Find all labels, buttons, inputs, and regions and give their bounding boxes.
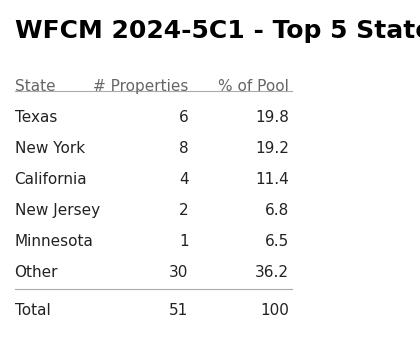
Text: 51: 51 (169, 303, 189, 318)
Text: California: California (15, 172, 87, 187)
Text: 6.5: 6.5 (265, 234, 289, 249)
Text: New York: New York (15, 141, 85, 156)
Text: 6.8: 6.8 (265, 203, 289, 218)
Text: % of Pool: % of Pool (218, 79, 289, 94)
Text: 8: 8 (179, 141, 189, 156)
Text: 19.2: 19.2 (255, 141, 289, 156)
Text: New Jersey: New Jersey (15, 203, 100, 218)
Text: Total: Total (15, 303, 50, 318)
Text: 4: 4 (179, 172, 189, 187)
Text: 6: 6 (179, 111, 189, 125)
Text: 30: 30 (169, 265, 189, 280)
Text: State: State (15, 79, 55, 94)
Text: 19.8: 19.8 (255, 111, 289, 125)
Text: 100: 100 (260, 303, 289, 318)
Text: 36.2: 36.2 (255, 265, 289, 280)
Text: Minnesota: Minnesota (15, 234, 93, 249)
Text: WFCM 2024-5C1 - Top 5 States: WFCM 2024-5C1 - Top 5 States (15, 19, 420, 43)
Text: Texas: Texas (15, 111, 57, 125)
Text: 1: 1 (179, 234, 189, 249)
Text: 2: 2 (179, 203, 189, 218)
Text: 11.4: 11.4 (255, 172, 289, 187)
Text: # Properties: # Properties (93, 79, 189, 94)
Text: Other: Other (15, 265, 58, 280)
